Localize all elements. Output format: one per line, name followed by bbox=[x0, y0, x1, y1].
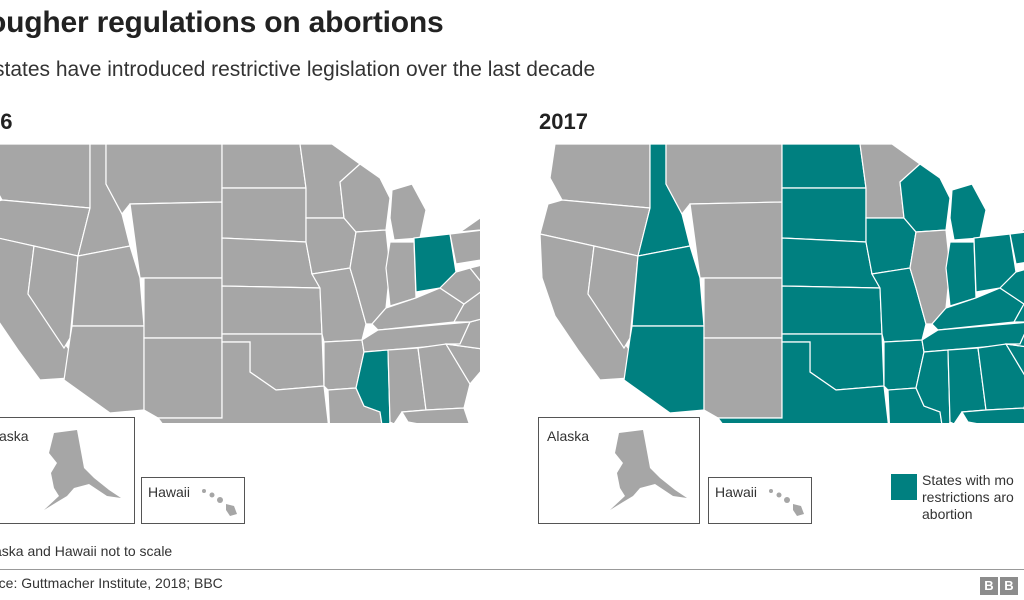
state-north-dakota bbox=[781, 143, 867, 189]
year-label-left: 06 bbox=[0, 109, 13, 134]
scale-note: aska and Hawaii not to scale bbox=[0, 543, 173, 559]
hawaii-inset-left: Hawaii bbox=[141, 477, 245, 524]
state-maryland bbox=[468, 264, 480, 282]
hawaii-shape-left bbox=[202, 489, 237, 516]
state-florida bbox=[960, 407, 1024, 423]
alaska-label-right: Alaska bbox=[547, 428, 590, 444]
state-arizona bbox=[623, 325, 705, 414]
hawaii-label-left: Hawaii bbox=[148, 484, 191, 500]
year-label-right: 2017 bbox=[539, 109, 588, 134]
alaska-shape-left bbox=[44, 430, 121, 510]
state-georgia bbox=[977, 343, 1024, 411]
state-texas bbox=[716, 341, 889, 423]
state-wisconsin bbox=[339, 163, 391, 233]
state-texas bbox=[156, 341, 329, 423]
state-colorado bbox=[703, 277, 783, 339]
legend-swatch bbox=[891, 474, 917, 500]
state-michigan bbox=[389, 183, 427, 241]
alaska-inset-right: Alaska bbox=[538, 417, 700, 524]
state-west-virginia bbox=[999, 269, 1024, 305]
chart-title: ougher regulations on abortions bbox=[0, 6, 444, 39]
alaska-label-left: aska bbox=[0, 428, 29, 444]
state-washington bbox=[549, 143, 651, 209]
state-florida bbox=[400, 407, 470, 423]
state-nebraska bbox=[781, 237, 882, 289]
alaska-inset-left: aska bbox=[0, 417, 135, 524]
footer-divider bbox=[0, 569, 1024, 570]
state-new-york bbox=[457, 217, 480, 233]
state-wisconsin bbox=[899, 163, 951, 233]
state-indiana bbox=[945, 241, 977, 307]
state-washington bbox=[0, 143, 91, 209]
state-north-dakota bbox=[221, 143, 307, 189]
hawaii-label-right: Hawaii bbox=[715, 484, 758, 500]
source-line: rce: Guttmacher Institute, 2018; BBC bbox=[0, 575, 223, 591]
state-iowa bbox=[865, 217, 917, 275]
state-iowa bbox=[305, 217, 357, 275]
state-utah bbox=[71, 245, 145, 327]
state-nevada bbox=[27, 245, 79, 350]
alaska-shape-right bbox=[610, 430, 687, 510]
state-colorado bbox=[143, 277, 223, 339]
state-indiana bbox=[385, 241, 417, 307]
state-wyoming bbox=[689, 201, 783, 279]
state-kansas bbox=[781, 285, 883, 335]
us-map-right bbox=[539, 143, 1024, 423]
state-pennsylvania bbox=[449, 229, 480, 265]
bbc-logo: B B bbox=[980, 577, 1018, 595]
state-kansas bbox=[221, 285, 323, 335]
state-south-dakota bbox=[781, 187, 867, 243]
state-north-carolina bbox=[1005, 333, 1024, 348]
us-map-left bbox=[0, 143, 480, 423]
hawaii-shape-right bbox=[769, 489, 804, 516]
state-new-mexico bbox=[703, 337, 783, 419]
state-nebraska bbox=[221, 237, 322, 289]
state-south-carolina bbox=[1004, 343, 1024, 376]
state-pennsylvania bbox=[1009, 231, 1024, 265]
state-arizona bbox=[63, 325, 145, 414]
state-new-mexico bbox=[143, 337, 223, 419]
state-utah bbox=[631, 245, 705, 327]
logo-letter: B bbox=[980, 577, 998, 595]
state-michigan bbox=[949, 183, 987, 241]
legend-label: States with mo restrictions aro abortion bbox=[922, 472, 1014, 522]
chart-subtitle: states have introduced restrictive legis… bbox=[0, 58, 596, 81]
hawaii-inset-right: Hawaii bbox=[708, 477, 812, 524]
state-nevada bbox=[587, 245, 639, 350]
state-georgia bbox=[417, 343, 471, 411]
state-wyoming bbox=[129, 201, 223, 279]
logo-letter: B bbox=[1000, 577, 1018, 595]
state-south-dakota bbox=[221, 187, 307, 243]
state-virginia bbox=[1012, 303, 1024, 323]
state-new-york bbox=[1017, 228, 1024, 233]
